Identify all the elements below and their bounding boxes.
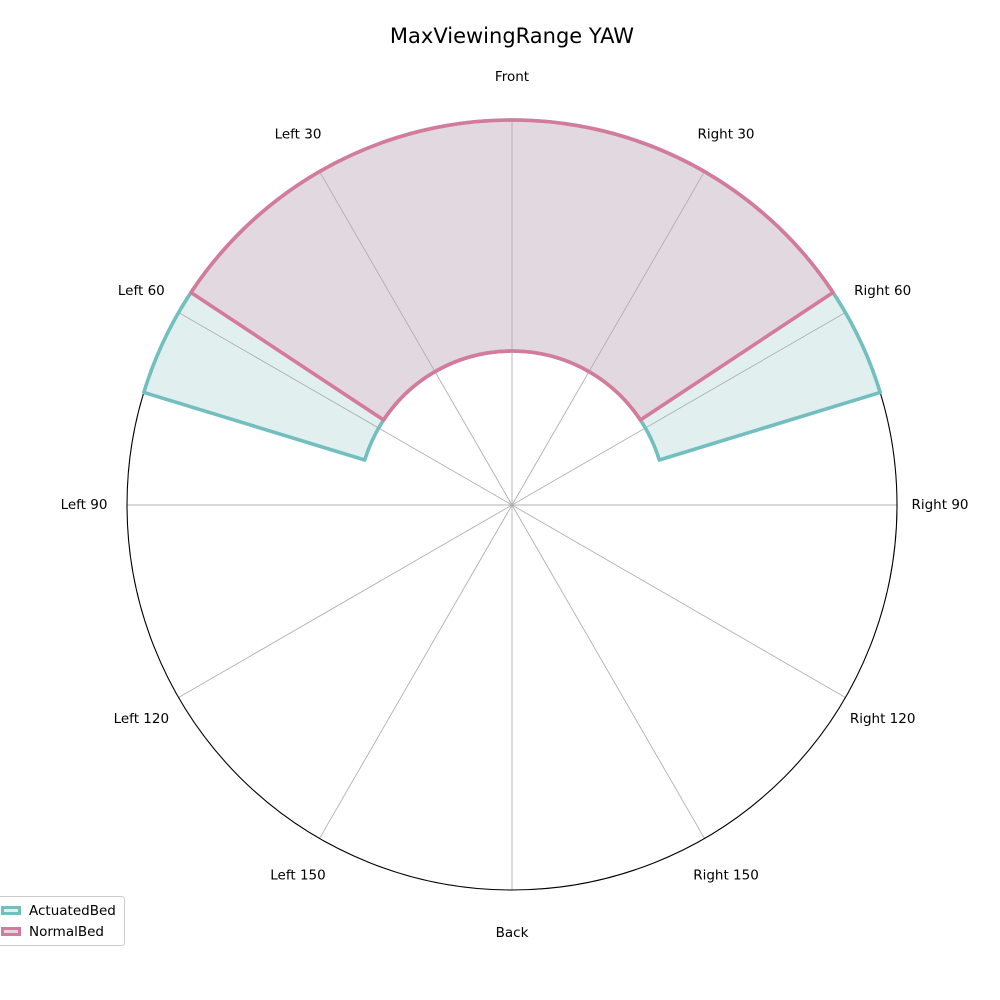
angle-label-270: Left 90: [61, 497, 108, 513]
angle-label-120: Right 120: [850, 711, 916, 727]
legend-label-actuatedbed: ActuatedBed: [29, 902, 116, 919]
angle-label-210: Left 150: [270, 868, 325, 884]
legend-swatch-actuatedbed: [1, 906, 21, 915]
chart-title: MaxViewingRange YAW: [390, 24, 634, 48]
series-outline-normalbed: [189, 118, 835, 422]
grid-spoke-120: [511, 504, 846, 698]
polar-grid: [126, 119, 898, 891]
angle-label-300: Left 60: [118, 283, 165, 299]
grid-spoke-300: [178, 312, 513, 506]
angle-label-0: Front: [495, 69, 529, 85]
angle-label-180: Back: [496, 925, 529, 941]
angle-label-240: Left 120: [114, 711, 169, 727]
legend-item-actuatedbed: ActuatedBed: [1, 900, 116, 921]
grid-spoke-30: [511, 171, 705, 506]
grid-spoke-150: [511, 504, 705, 839]
legend: ActuatedBed NormalBed: [0, 896, 125, 946]
legend-swatch-normalbed: [1, 927, 21, 936]
grid-spoke-210: [319, 504, 513, 839]
legend-label-normalbed: NormalBed: [29, 923, 104, 940]
angle-label-150: Right 150: [693, 868, 759, 884]
angle-label-90: Right 90: [911, 497, 968, 513]
angle-label-330: Left 30: [275, 126, 322, 142]
series-outlines: [142, 118, 882, 462]
angle-tick-labels: Front Right 30 Right 60 Right 90 Right 120 Ri…: [61, 69, 969, 941]
angle-label-60: Right 60: [854, 283, 911, 299]
legend-item-normalbed: NormalBed: [1, 921, 116, 942]
grid-spoke-60: [511, 312, 846, 506]
angle-label-30: Right 30: [697, 126, 754, 142]
grid-spoke-330: [319, 171, 513, 506]
grid-spoke-240: [178, 504, 513, 698]
